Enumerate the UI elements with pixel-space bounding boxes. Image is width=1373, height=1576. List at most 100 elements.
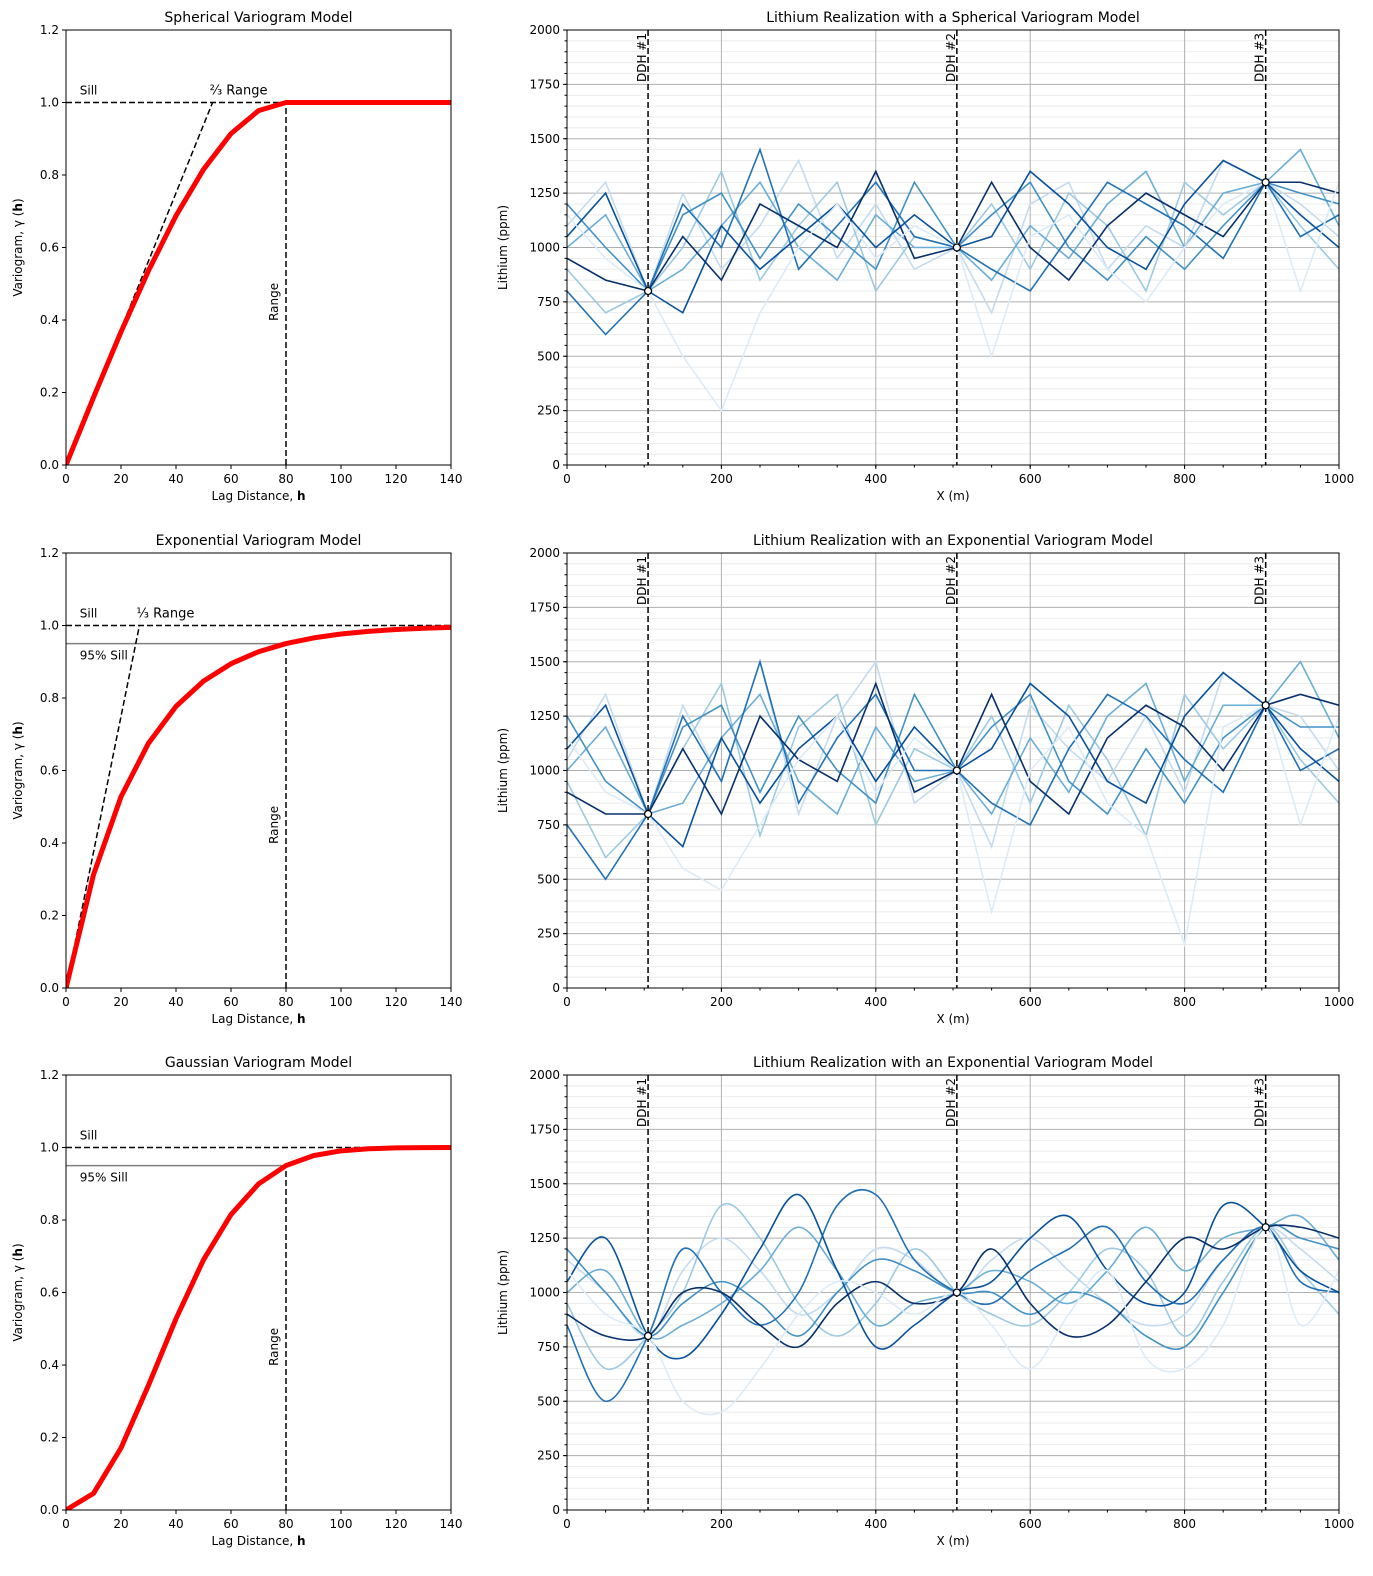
y-tick-label: 500 (537, 1394, 560, 1408)
range-label: Range (267, 1328, 281, 1366)
y-tick-label: 0 (552, 981, 560, 995)
y-tick-label: 1750 (529, 77, 560, 91)
drillhole-sample-point (952, 1288, 962, 1297)
chart-title: Spherical Variogram Model (164, 10, 352, 26)
x-tick-label: 0 (62, 995, 70, 1009)
plot-area (567, 1188, 1339, 1416)
y-tick-label: 2000 (529, 546, 560, 560)
y-tick-label: 2000 (529, 1068, 560, 1082)
x-tick-label: 600 (1019, 995, 1042, 1009)
variogram-curve (66, 100, 451, 465)
y-tick-label: 1500 (529, 655, 560, 669)
x-tick-label: 60 (223, 995, 238, 1009)
y-tick-label: 250 (537, 404, 560, 418)
x-tick-label: 600 (1019, 1517, 1042, 1531)
drillhole-sample-point (952, 766, 962, 775)
y-tick-label: 1000 (529, 764, 560, 778)
x-tick-label: 100 (330, 995, 353, 1009)
y-tick-label: 0.6 (40, 764, 59, 778)
x-tick-label: 80 (278, 472, 293, 486)
y-tick-label: 1250 (529, 1231, 560, 1245)
realization-panel: 0 200 400 600 800 1000 0 250 500 750 1000 1250 1500 1… (496, 10, 1354, 503)
realization-line (567, 169, 1339, 292)
range-label: Range (267, 283, 281, 321)
x-tick-label: 1000 (1324, 995, 1355, 1009)
y-tick-label: 500 (537, 349, 560, 363)
y-tick-label: 0.2 (40, 386, 59, 400)
sill-label: Sill (80, 84, 98, 98)
variogram-panel: 0 20 40 60 80 100 120 140 0.0 0.2 0.4 0.6 0.8 1.0 1.2 S… (11, 10, 462, 503)
y-tick-label: 1500 (529, 132, 560, 146)
x-tick-label: 0 (563, 995, 571, 1009)
y-tick-label: 0.8 (40, 691, 59, 705)
y-tick-label: 1750 (529, 1122, 560, 1136)
y-tick-label: 1750 (529, 600, 560, 614)
x-tick-label: 0 (62, 472, 70, 486)
x-tick-label: 400 (864, 472, 887, 486)
drillhole-sample-point (643, 809, 653, 819)
chart-title: Lithium Realization with a Spherical Var… (766, 10, 1140, 26)
realization-line (567, 692, 1339, 816)
y-axis-label: Variogram, γ (h) (11, 198, 25, 296)
axes-frame (65, 1074, 452, 1511)
drillhole-label: DDH #1 (635, 556, 649, 605)
y-tick-label: 0.2 (40, 909, 59, 923)
x-tick-label: 400 (864, 995, 887, 1009)
realization-line (567, 1214, 1339, 1340)
sill-95-label: 95% Sill (80, 649, 128, 663)
y-tick-label: 1.2 (40, 546, 59, 560)
variogram-curve (66, 1145, 451, 1510)
y-tick-label: 0 (552, 458, 560, 472)
drillhole-label: DDH #3 (1253, 1078, 1267, 1127)
y-tick-label: 0.4 (40, 1358, 59, 1372)
x-tick-label: 800 (1173, 472, 1196, 486)
y-axis-label: Lithium (ppm) (496, 728, 510, 813)
axes-frame (566, 552, 1340, 989)
x-tick-label: 200 (710, 1517, 733, 1531)
y-tick-label: 1.2 (40, 23, 59, 37)
y-tick-label: 750 (537, 818, 560, 832)
tangent-line (66, 625, 141, 988)
x-tick-label: 100 (330, 472, 353, 486)
x-tick-label: 40 (168, 472, 183, 486)
realization-panel: 0 200 400 600 800 1000 0 250 500 750 1000 1250 1500 1… (496, 1055, 1354, 1548)
x-axis-label: X (m) (936, 489, 969, 503)
x-tick-label: 800 (1173, 1517, 1196, 1531)
x-axis-label: Lag Distance, h (211, 1012, 305, 1026)
y-axis-label: Lithium (ppm) (496, 1250, 510, 1335)
x-axis-label: Lag Distance, h (211, 1534, 305, 1548)
plot-area (66, 624, 451, 988)
y-axis-label: Variogram, γ (h) (11, 1243, 25, 1341)
x-tick-label: 800 (1173, 995, 1196, 1009)
drillhole-label: DDH #3 (1253, 33, 1267, 82)
realization-panel: 0 200 400 600 800 1000 0 250 500 750 1000 1250 1500 1… (496, 533, 1354, 1026)
variogram-panel: 0 20 40 60 80 100 120 140 0.0 0.2 0.4 0.6 0.8 1.0 1.2 9… (11, 533, 462, 1026)
x-tick-label: 200 (710, 472, 733, 486)
y-axis-label: Lithium (ppm) (496, 205, 510, 290)
y-tick-label: 0.4 (40, 313, 59, 327)
variogram-panel: 0 20 40 60 80 100 120 140 0.0 0.2 0.4 0.6 0.8 1.0 1.2 9… (11, 1055, 462, 1548)
x-tick-label: 140 (440, 995, 463, 1009)
realization-line (567, 1223, 1339, 1351)
drillhole-sample-point (1261, 1223, 1270, 1232)
drillhole-sample-point (643, 286, 653, 296)
chart-title: Gaussian Variogram Model (165, 1055, 352, 1071)
y-tick-label: 0 (552, 1503, 560, 1517)
plot-area (66, 1145, 451, 1510)
drillhole-sample-point (1261, 701, 1270, 710)
x-tick-label: 120 (385, 1517, 408, 1531)
x-tick-label: 120 (385, 472, 408, 486)
sill-label: Sill (80, 607, 98, 621)
x-tick-label: 80 (278, 1517, 293, 1531)
y-tick-label: 1000 (529, 241, 560, 255)
y-tick-label: 500 (537, 872, 560, 886)
x-tick-label: 60 (223, 1517, 238, 1531)
y-tick-label: 750 (537, 295, 560, 309)
axes-frame (65, 29, 452, 466)
axes-frame (566, 29, 1340, 466)
y-tick-label: 1250 (529, 186, 560, 200)
y-axis-label: Variogram, γ (h) (11, 721, 25, 819)
x-tick-label: 60 (223, 472, 238, 486)
x-tick-label: 600 (1019, 472, 1042, 486)
x-tick-label: 1000 (1324, 472, 1355, 486)
